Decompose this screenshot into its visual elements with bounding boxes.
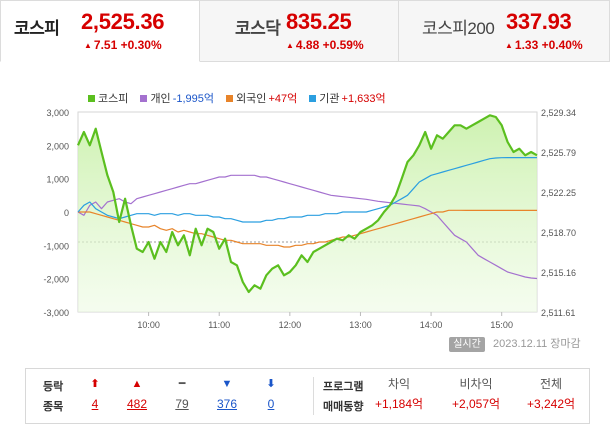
- rise-triangle-icon: ▲: [131, 378, 143, 390]
- legend-item-institution[interactable]: 기관 +1,633억: [309, 90, 386, 106]
- timestamp-label: 2023.12.11 장마감: [493, 338, 581, 350]
- series-line-institution: [77, 157, 537, 223]
- stat-lower-limit[interactable]: ⬇ 0: [256, 377, 286, 411]
- stat-value[interactable]: 482: [126, 397, 148, 411]
- tab-kospi-change: ▲ 7.51 +0.30%: [84, 38, 162, 52]
- legend-value: +1,633억: [341, 93, 386, 105]
- x-axis-tick-label: 13:00: [349, 320, 372, 330]
- series-line-foreign: [78, 209, 537, 248]
- program-head: 비차익: [459, 377, 493, 391]
- program-trading-label: 프로그램: [323, 381, 364, 393]
- x-axis-tick-label: 14:00: [420, 320, 443, 330]
- legend-label: 외국인: [236, 93, 267, 105]
- market-stats-box: 등락 종목 ⬆ 4 ▲ 482 ━ 79 ▼ 376 ⬇ 0 프로그램 매매동향…: [25, 368, 590, 424]
- legend-swatch-individual: [140, 94, 148, 102]
- tab-kospi200-change-text: 1.33 +0.40%: [514, 38, 583, 52]
- left-axis-tick-label: -2,000: [43, 275, 69, 285]
- tab-kospi200-value: 337.93: [506, 9, 572, 34]
- right-axis-tick-label: 2,515.16: [541, 268, 576, 278]
- tab-kosdaq-change-text: 4.88 +0.59%: [295, 38, 364, 52]
- advance-decline-label-2: 종목: [43, 401, 64, 413]
- legend-label: 개인: [150, 93, 171, 105]
- tab-kospi200[interactable]: 코스피200 337.93 ▲ 1.33 +0.40%: [398, 0, 610, 62]
- left-axis-tick-label: 2,000: [46, 141, 69, 151]
- series-line-kospi: [76, 114, 538, 294]
- stat-fall[interactable]: ▼ 376: [212, 377, 242, 411]
- stat-value[interactable]: 4: [91, 397, 99, 411]
- legend-swatch-kospi: [88, 94, 95, 102]
- intraday-chart: 3,000 2,000 1,000 0 -1,000 -2,000 -3,000 2,529.…: [43, 108, 576, 330]
- legend-value: -1,995억: [172, 93, 214, 105]
- legend-item-foreign[interactable]: 외국인 +47억: [226, 90, 297, 106]
- program-value: +1,184억: [374, 397, 424, 411]
- divider: [313, 377, 314, 415]
- tab-kospi[interactable]: 코스피 2,525.36 ▲ 7.51 +0.30%: [0, 0, 200, 62]
- lower-limit-arrow-icon: ⬇: [266, 378, 276, 390]
- program-arbitrage: 차익 +1,184억: [364, 377, 434, 411]
- left-axis-tick-label: 1,000: [46, 175, 69, 185]
- series-line-individual: [77, 174, 538, 280]
- upper-limit-arrow-icon: ⬆: [90, 378, 100, 390]
- stat-upper-limit[interactable]: ⬆ 4: [80, 377, 110, 411]
- advance-decline-label: 등락: [43, 381, 64, 393]
- left-axis-tick-label: -3,000: [43, 308, 69, 318]
- program-non-arbitrage: 비차익 +2,057억: [436, 377, 516, 411]
- tab-kospi-change-text: 7.51 +0.30%: [93, 38, 162, 52]
- stat-value[interactable]: 0: [267, 397, 275, 411]
- tab-kospi200-name: 코스피200: [422, 19, 495, 38]
- x-axis-tick-label: 10:00: [137, 320, 160, 330]
- legend-value: +47억: [268, 93, 298, 105]
- kospi-area: [78, 115, 537, 312]
- legend-label: 코스피: [98, 93, 129, 105]
- left-axis-tick-label: 0: [64, 208, 69, 218]
- tab-kospi-name: 코스피: [14, 19, 60, 38]
- right-axis-tick-label: 2,529.34: [541, 108, 576, 118]
- up-arrow-icon: ▲: [505, 41, 513, 50]
- stat-rise[interactable]: ▲ 482: [122, 377, 152, 411]
- tab-kosdaq-value: 835.25: [286, 9, 352, 34]
- legend-label: 기관: [319, 93, 340, 105]
- program-head: 전체: [539, 377, 563, 391]
- unchanged-dash-icon: ━: [178, 378, 186, 390]
- legend-swatch-institution: [309, 94, 317, 102]
- x-axis-tick-label: 15:00: [490, 320, 513, 330]
- legend-item-individual[interactable]: 개인 -1,995억: [140, 90, 214, 106]
- stat-unchanged[interactable]: ━ 79: [167, 377, 197, 411]
- fall-triangle-icon: ▼: [221, 378, 233, 390]
- left-axis-tick-label: 3,000: [46, 108, 69, 118]
- stat-value[interactable]: 376: [216, 397, 238, 411]
- x-axis-tick-label: 11:00: [208, 320, 230, 330]
- program-value: +2,057억: [451, 397, 501, 411]
- tab-kospi-value: 2,525.36: [81, 9, 165, 34]
- right-axis-tick-label: 2,522.25: [541, 188, 576, 198]
- tab-kosdaq-name: 코스닥: [235, 19, 281, 38]
- right-axis-tick-label: 2,525.79: [541, 148, 576, 158]
- tab-kosdaq-change: ▲ 4.88 +0.59%: [286, 38, 364, 52]
- left-axis-tick-label: -1,000: [43, 241, 69, 251]
- index-tabs: 코스피 2,525.36 ▲ 7.51 +0.30% 코스닥 835.25 ▲ 4.…: [0, 0, 610, 62]
- program-head: 차익: [387, 377, 411, 391]
- up-arrow-icon: ▲: [84, 41, 92, 50]
- tab-kosdaq[interactable]: 코스닥 835.25 ▲ 4.88 +0.59%: [199, 0, 399, 62]
- up-arrow-icon: ▲: [286, 41, 294, 50]
- legend-swatch-foreign: [226, 94, 234, 102]
- program-total: 전체 +3,242억: [511, 377, 591, 411]
- right-axis-tick-label: 2,511.61: [541, 308, 575, 318]
- tab-kospi200-change: ▲ 1.33 +0.40%: [505, 38, 583, 52]
- legend-item-kospi[interactable]: 코스피: [88, 90, 128, 106]
- chart-legend: 코스피 개인 -1,995억 외국인 +47억 기관 +1,633억: [88, 90, 395, 106]
- program-trading-label-2: 매매동향: [323, 401, 364, 413]
- stat-value[interactable]: 79: [175, 397, 189, 411]
- right-axis-tick-label: 2,518.70: [541, 228, 576, 238]
- program-value: +3,242억: [526, 397, 576, 411]
- realtime-badge: 실시간: [449, 337, 485, 352]
- x-axis-tick-label: 12:00: [279, 320, 302, 330]
